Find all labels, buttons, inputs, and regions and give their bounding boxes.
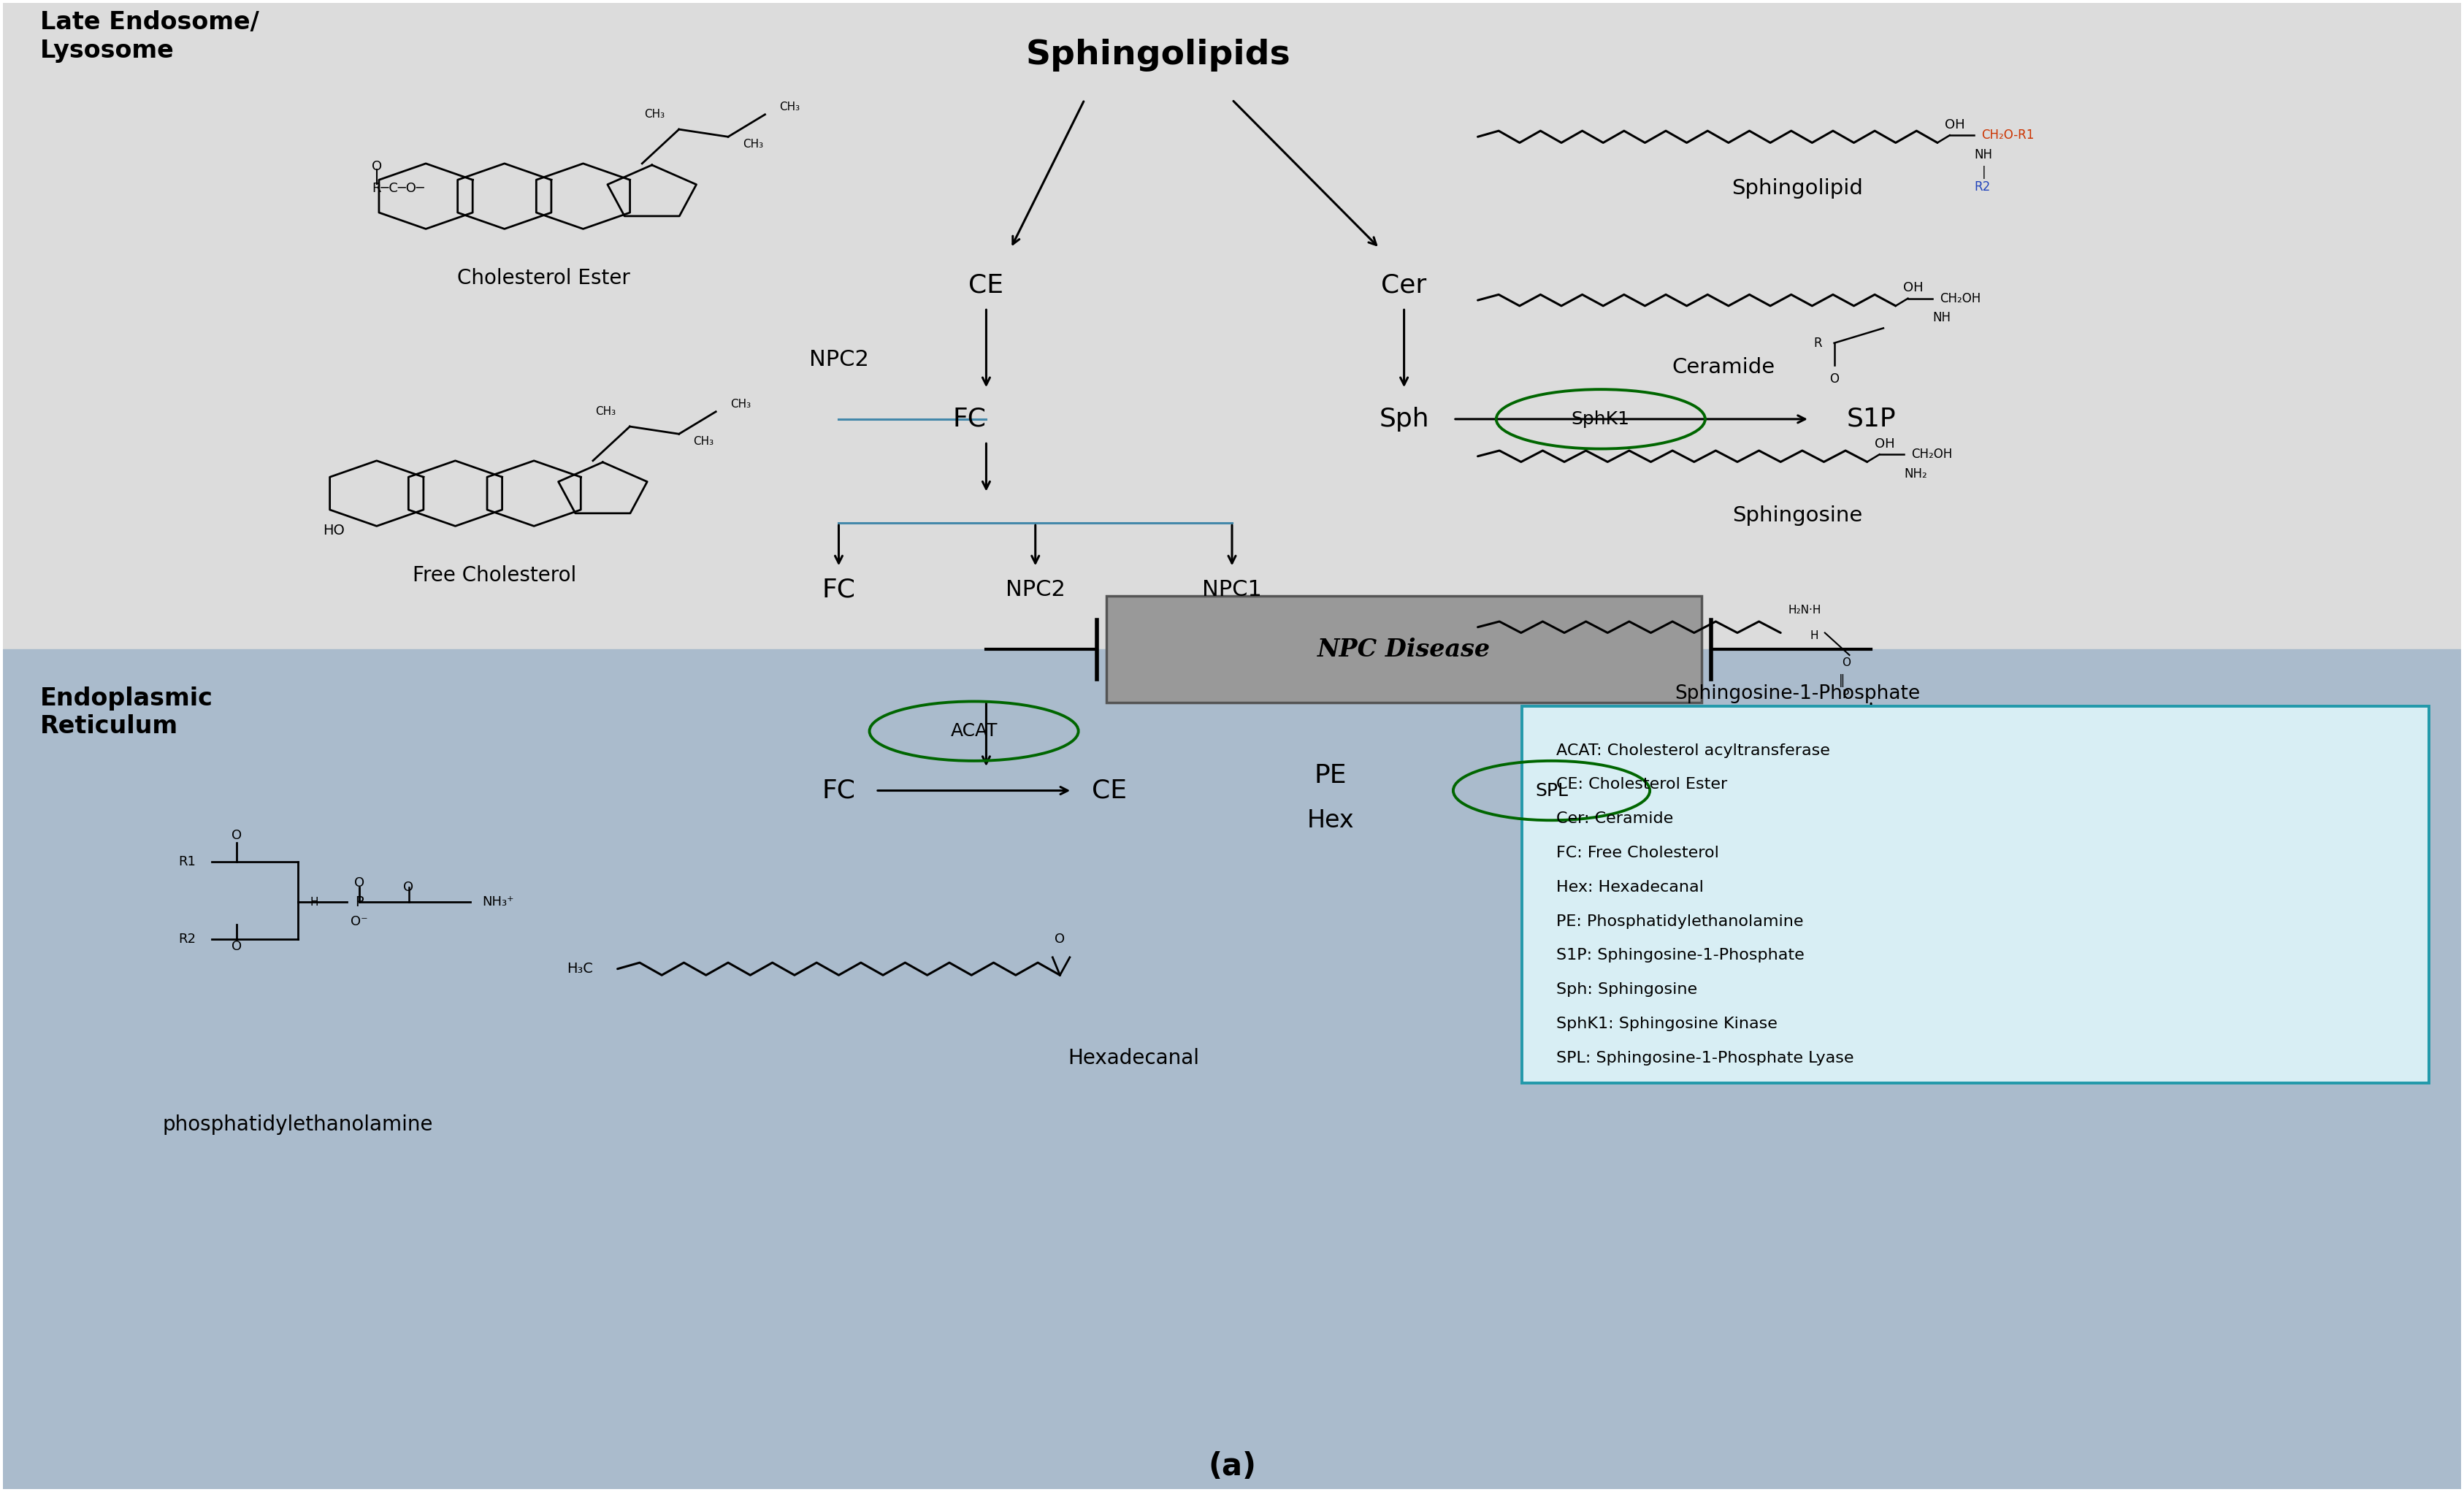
Text: CE: Cholesterol Ester: CE: Cholesterol Ester <box>1557 777 1727 792</box>
Text: Free Cholesterol: Free Cholesterol <box>414 565 577 585</box>
Text: Sph: Sph <box>1846 927 1897 952</box>
Text: Sphingosine: Sphingosine <box>1732 506 1863 525</box>
Text: NH₂: NH₂ <box>1905 467 1927 480</box>
Text: OH: OH <box>1843 709 1860 721</box>
Text: SphK1: SphK1 <box>1572 410 1629 428</box>
Text: NPC1: NPC1 <box>1202 579 1262 601</box>
Text: O: O <box>1828 373 1838 386</box>
Text: Hex: Hex <box>1306 809 1353 833</box>
Text: Endoplasmic
Reticulum: Endoplasmic Reticulum <box>39 686 212 739</box>
Text: H₂N·H: H₂N·H <box>1789 606 1821 616</box>
Text: CH₂OH: CH₂OH <box>1912 448 1951 461</box>
Text: H: H <box>1811 630 1818 642</box>
Text: Sphingolipids: Sphingolipids <box>1025 39 1291 72</box>
Text: phosphatidylethanolamine: phosphatidylethanolamine <box>163 1115 434 1135</box>
Text: S1P: S1P <box>1846 779 1895 803</box>
Text: ACAT: ACAT <box>951 722 998 740</box>
Text: PE: PE <box>1313 764 1345 788</box>
Text: S1P: Sphingosine-1-Phosphate: S1P: Sphingosine-1-Phosphate <box>1557 949 1804 962</box>
Text: SphK1: Sphingosine Kinase: SphK1: Sphingosine Kinase <box>1557 1016 1777 1031</box>
Text: CH₃: CH₃ <box>742 139 764 149</box>
Bar <box>2 649 2462 1489</box>
Text: SPL: Sphingosine-1-Phosphate Lyase: SPL: Sphingosine-1-Phosphate Lyase <box>1557 1050 1853 1065</box>
Text: (a): (a) <box>1207 1452 1257 1482</box>
Text: R2: R2 <box>1974 181 1991 194</box>
Text: CH₃: CH₃ <box>692 436 715 448</box>
Text: CH₃: CH₃ <box>643 109 665 119</box>
Bar <box>2 3 2462 649</box>
Text: |: | <box>1981 166 1986 179</box>
Text: O: O <box>372 160 382 173</box>
Text: O: O <box>1843 656 1850 668</box>
FancyBboxPatch shape <box>1523 706 2430 1083</box>
Text: P: P <box>355 895 365 909</box>
Text: P: P <box>1843 689 1848 701</box>
Text: FC: FC <box>954 407 986 431</box>
Text: R: R <box>1814 337 1821 349</box>
Text: Cer: Cer <box>1382 273 1427 298</box>
Text: O: O <box>1055 933 1064 946</box>
FancyBboxPatch shape <box>1106 595 1703 703</box>
Text: CE: CE <box>968 273 1003 298</box>
Text: OH: OH <box>1902 282 1924 294</box>
Text: ACAT: Cholesterol acyltransferase: ACAT: Cholesterol acyltransferase <box>1557 743 1831 758</box>
Text: HO: HO <box>323 524 345 537</box>
Text: OH: OH <box>1944 118 1964 131</box>
Text: Cer: Ceramide: Cer: Ceramide <box>1557 812 1673 827</box>
Text: Sphingolipid: Sphingolipid <box>1732 179 1863 198</box>
Text: CE: CE <box>1092 779 1126 803</box>
Text: CH₃: CH₃ <box>729 398 752 410</box>
Text: SPL: SPL <box>1535 782 1567 800</box>
Text: CH₃: CH₃ <box>594 406 616 418</box>
Text: S1P: S1P <box>1846 407 1895 431</box>
Text: NPC2: NPC2 <box>808 349 870 370</box>
Text: Ceramide: Ceramide <box>1673 357 1774 377</box>
Text: Sph: Sph <box>1380 407 1429 431</box>
Text: H: H <box>310 897 318 907</box>
Text: FC: FC <box>823 577 855 603</box>
Text: FC: Free Cholesterol: FC: Free Cholesterol <box>1557 846 1720 861</box>
Text: NPC Disease: NPC Disease <box>1318 637 1491 661</box>
Text: Late Endosome/
Lysosome: Late Endosome/ Lysosome <box>39 10 259 63</box>
Text: R2: R2 <box>177 933 197 946</box>
Text: Sphingosine-1-Phosphate: Sphingosine-1-Phosphate <box>1676 685 1919 704</box>
Text: O⁻: O⁻ <box>350 915 367 928</box>
Text: O: O <box>404 880 414 894</box>
Text: NPC2: NPC2 <box>1005 579 1064 601</box>
Text: OH: OH <box>1875 437 1895 451</box>
Text: NH: NH <box>1974 148 1993 161</box>
Text: O: O <box>355 876 365 889</box>
Text: O: O <box>232 940 241 953</box>
Text: R1: R1 <box>180 855 197 868</box>
Text: NH: NH <box>1932 312 1951 324</box>
Text: Cholesterol Ester: Cholesterol Ester <box>458 267 631 288</box>
Text: H₃C: H₃C <box>567 962 594 976</box>
Text: CH₂OH: CH₂OH <box>1939 292 1981 304</box>
Text: FC: FC <box>823 779 855 803</box>
Text: Hex: Hexadecanal: Hex: Hexadecanal <box>1557 880 1705 895</box>
Text: ‖: ‖ <box>1838 674 1846 686</box>
Text: O: O <box>232 828 241 841</box>
Text: CH₂O-R1: CH₂O-R1 <box>1981 128 2035 142</box>
Text: Hexadecanal: Hexadecanal <box>1067 1047 1200 1068</box>
Text: Sph: Sphingosine: Sph: Sphingosine <box>1557 982 1698 997</box>
Text: PE: Phosphatidylethanolamine: PE: Phosphatidylethanolamine <box>1557 915 1804 928</box>
Text: CH₃: CH₃ <box>779 101 801 112</box>
Text: R─C─O─: R─C─O─ <box>372 182 424 195</box>
Text: NH₃⁺: NH₃⁺ <box>483 895 515 909</box>
